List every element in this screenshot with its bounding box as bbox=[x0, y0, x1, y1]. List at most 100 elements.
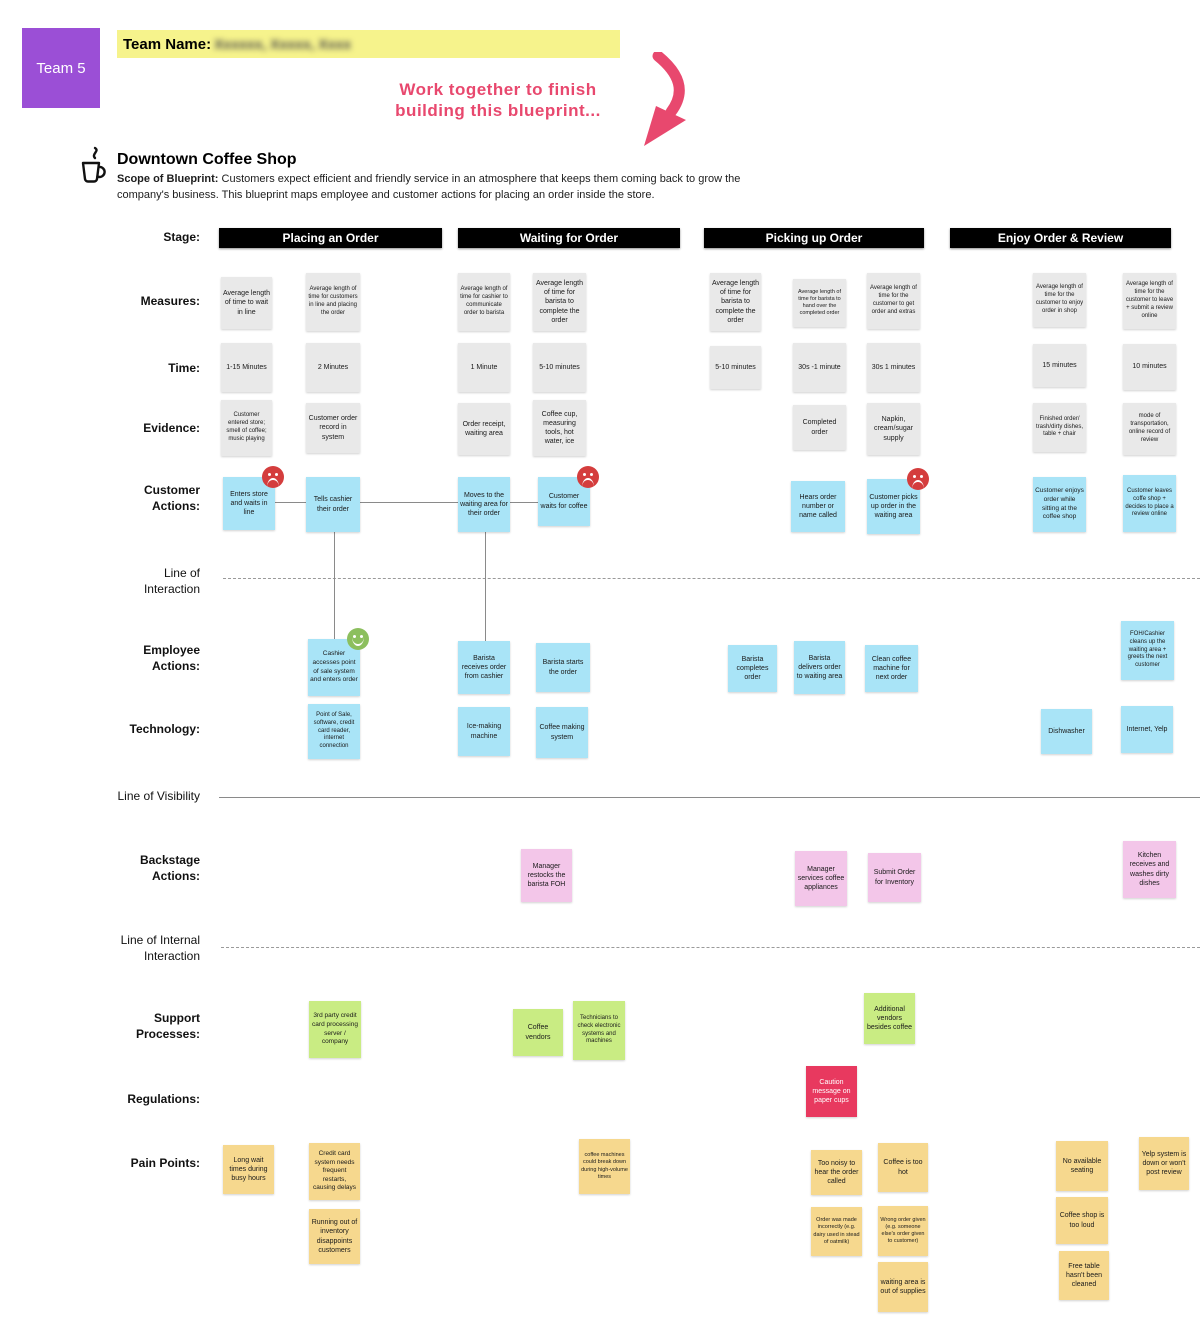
sticky-note-measures[interactable]: Average length of time to wait in line bbox=[221, 277, 272, 329]
sticky-note-technology[interactable]: Internet, Yelp bbox=[1121, 706, 1173, 753]
sticky-note-pain-points[interactable]: Coffee is too hot bbox=[878, 1143, 928, 1192]
scope-description: Scope of Blueprint: Customers expect eff… bbox=[117, 172, 793, 203]
sticky-note-regulations[interactable]: Caution message on paper cups bbox=[806, 1066, 857, 1117]
sticky-note-pain-points[interactable]: Coffee shop is too loud bbox=[1056, 1197, 1108, 1244]
connector-line bbox=[360, 502, 458, 503]
sticky-note-customer-actions[interactable]: Enters store and waits in line bbox=[223, 466, 284, 530]
sticky-note-support-processes[interactable]: 3rd party credit card processing server … bbox=[309, 1001, 361, 1058]
sticky-note-support-processes[interactable]: Additional vendors besides coffee bbox=[864, 993, 915, 1044]
connector-line bbox=[334, 531, 335, 639]
row-label-time: Time: bbox=[168, 361, 200, 375]
stage-header-waiting-for-order: Waiting for Order bbox=[458, 228, 680, 248]
sticky-note-evidence[interactable]: Coffee cup, measuring tools, hot water, … bbox=[533, 400, 586, 456]
row-label-evidence: Evidence: bbox=[143, 421, 200, 435]
sticky-note-technology[interactable]: Coffee making system bbox=[536, 707, 588, 758]
stage-header-enjoy-order-review: Enjoy Order & Review bbox=[950, 228, 1171, 248]
sticky-note-support-processes[interactable]: Technicians to check electronic systems … bbox=[573, 1001, 625, 1060]
sticky-note-pain-points[interactable]: Running out of inventory disappoints cus… bbox=[309, 1209, 360, 1264]
sticky-note-time[interactable]: 5-10 minutes bbox=[710, 346, 761, 389]
sticky-note-pain-points[interactable]: Order was made incorrectly (e.g. dairy u… bbox=[811, 1207, 862, 1256]
line-of-interaction bbox=[223, 578, 1200, 579]
sticky-note-pain-points[interactable]: No available seating bbox=[1056, 1141, 1108, 1191]
sticky-note-evidence[interactable]: Finished order/ trash/dirty dishes, tabl… bbox=[1033, 403, 1086, 452]
sticky-note-time[interactable]: 1-15 Minutes bbox=[221, 343, 272, 392]
handwritten-instruction: Work together to finish building this bl… bbox=[395, 80, 601, 121]
sticky-note-evidence[interactable]: Order receipt, waiting area bbox=[458, 403, 510, 455]
row-label-employee-actions: Employee Actions: bbox=[143, 643, 200, 673]
sad-face-sticker bbox=[907, 468, 929, 490]
sticky-note-measures[interactable]: Average length of time for barista to co… bbox=[710, 273, 761, 331]
sticky-note-employee-actions[interactable]: FOH/Cashier cleans up the waiting area +… bbox=[1121, 621, 1174, 680]
sticky-note-employee-actions[interactable]: Barista starts the order bbox=[536, 643, 590, 692]
sticky-note-evidence[interactable]: Napkin, cream/sugar supply bbox=[867, 403, 920, 455]
sticky-note-evidence[interactable]: Completed order bbox=[793, 405, 846, 450]
happy-face-sticker bbox=[347, 628, 369, 650]
sticky-note-pain-points[interactable]: Too noisy to hear the order called bbox=[811, 1150, 862, 1195]
stage-header-picking-up-order: Picking up Order bbox=[704, 228, 924, 248]
sticky-note-customer-actions[interactable]: Hears order number or name called bbox=[791, 481, 845, 532]
sticky-note-pain-points[interactable]: coffee machines could break down during … bbox=[579, 1139, 630, 1194]
sticky-note-support-processes[interactable]: Coffee vendors bbox=[513, 1009, 563, 1056]
sticky-note-customer-actions[interactable]: Tells cashier their order bbox=[306, 477, 360, 532]
sticky-note-backstage-actions[interactable]: Kitchen receives and washes dirty dishes bbox=[1123, 841, 1176, 898]
sticky-note-time[interactable]: 30s 1 minutes bbox=[867, 343, 920, 392]
sticky-note-pain-points[interactable]: Credit card system needs frequent restar… bbox=[309, 1143, 360, 1200]
row-label-support-processes: Support Processes: bbox=[135, 1011, 200, 1041]
sticky-note-employee-actions[interactable]: Clean coffee machine for next order bbox=[865, 645, 918, 692]
sticky-note-time[interactable]: 1 Minute bbox=[458, 343, 510, 392]
sticky-note-measures[interactable]: Average length of time for the customer … bbox=[1123, 273, 1176, 329]
sticky-note-customer-actions[interactable]: Customer enjoys order while sitting at t… bbox=[1033, 477, 1086, 532]
sticky-note-employee-actions[interactable]: Barista receives order from cashier bbox=[458, 641, 510, 694]
coffee-cup-icon bbox=[81, 146, 106, 183]
row-label-pain-points: Pain Points: bbox=[130, 1156, 200, 1170]
connector-line bbox=[510, 502, 538, 503]
sticky-note-time[interactable]: 15 minutes bbox=[1033, 344, 1086, 387]
sad-face-sticker bbox=[577, 466, 599, 488]
sticky-note-backstage-actions[interactable]: Manager restocks the barista FOH bbox=[521, 849, 572, 902]
sticky-note-pain-points[interactable]: Wrong order given (e.g. someone else's o… bbox=[878, 1206, 928, 1256]
page-title: Downtown Coffee Shop bbox=[117, 151, 297, 168]
sticky-note-measures[interactable]: Average length of time for the customer … bbox=[867, 273, 920, 329]
sticky-note-employee-actions[interactable]: Barista delivers order to waiting area bbox=[794, 641, 845, 694]
sad-face-sticker bbox=[262, 466, 284, 488]
sticky-note-measures[interactable]: Average length of time for barista to ha… bbox=[793, 279, 846, 327]
sticky-note-measures[interactable]: Average length of time for the customer … bbox=[1033, 273, 1086, 327]
sticky-note-time[interactable]: 10 minutes bbox=[1123, 344, 1176, 390]
sticky-note-employee-actions[interactable]: Cashier accesses point of sale system an… bbox=[308, 628, 369, 696]
sticky-note-customer-actions[interactable]: Moves to the waiting area for their orde… bbox=[458, 477, 510, 532]
line-of-visibility bbox=[219, 797, 1200, 798]
row-label-technology: Technology: bbox=[129, 722, 200, 736]
stage-header-placing-an-order: Placing an Order bbox=[219, 228, 442, 248]
team-number-badge: Team 5 bbox=[22, 28, 100, 108]
sticky-note-pain-points[interactable]: Long wait times during busy hours bbox=[223, 1145, 274, 1194]
sticky-note-customer-actions[interactable]: Customer picks up order in the waiting a… bbox=[867, 468, 929, 534]
row-label-stage: Stage: bbox=[163, 230, 200, 244]
team-name-field[interactable]: Team Name: Xxxxxx, Xxxxx, Xxxx bbox=[117, 30, 620, 58]
sticky-note-evidence[interactable]: Customer order record in system bbox=[306, 403, 360, 453]
sticky-note-measures[interactable]: Average length of time for customers in … bbox=[306, 273, 360, 331]
team-name-redacted-text: Xxxxxx, Xxxxx, Xxxx bbox=[214, 36, 352, 52]
sticky-note-technology[interactable]: Dishwasher bbox=[1041, 709, 1092, 754]
sticky-note-technology[interactable]: Ice-making machine bbox=[458, 707, 510, 756]
sticky-note-time[interactable]: 5-10 minutes bbox=[533, 343, 586, 392]
sticky-note-customer-actions[interactable]: Customer leaves coffe shop + decides to … bbox=[1123, 475, 1176, 532]
sticky-note-time[interactable]: 30s -1 minute bbox=[793, 343, 846, 392]
scope-text: Customers expect efficient and friendly … bbox=[117, 173, 741, 201]
sticky-note-measures[interactable]: Average length of time for cashier to co… bbox=[458, 273, 510, 331]
sticky-note-evidence[interactable]: Customer entered store; smell of coffee;… bbox=[221, 400, 272, 456]
connector-line bbox=[275, 502, 306, 503]
curved-arrow-icon bbox=[644, 52, 686, 146]
sticky-note-measures[interactable]: Average length of time for barista to co… bbox=[533, 273, 586, 331]
sticky-note-pain-points[interactable]: Yelp system is down or won't post review bbox=[1139, 1137, 1189, 1190]
sticky-note-backstage-actions[interactable]: Manager services coffee appliances bbox=[795, 851, 847, 906]
sticky-note-backstage-actions[interactable]: Submit Order for Inventory bbox=[868, 853, 921, 902]
sticky-note-employee-actions[interactable]: Barista completes order bbox=[728, 645, 777, 692]
sticky-note-pain-points[interactable]: waiting area is out of supplies bbox=[878, 1262, 928, 1312]
sticky-note-pain-points[interactable]: Free table hasn't been cleaned bbox=[1059, 1251, 1109, 1300]
sticky-note-customer-actions[interactable]: Customer waits for coffee bbox=[538, 466, 599, 526]
connector-line bbox=[485, 531, 486, 641]
sticky-note-technology[interactable]: Point of Sale, software, credit card rea… bbox=[308, 704, 360, 759]
sticky-note-evidence[interactable]: mode of transportation, online record of… bbox=[1123, 403, 1176, 455]
sticky-note-time[interactable]: 2 Minutes bbox=[306, 343, 360, 392]
row-label-line-of-internal-interaction: Line of Internal Interaction bbox=[120, 933, 200, 963]
